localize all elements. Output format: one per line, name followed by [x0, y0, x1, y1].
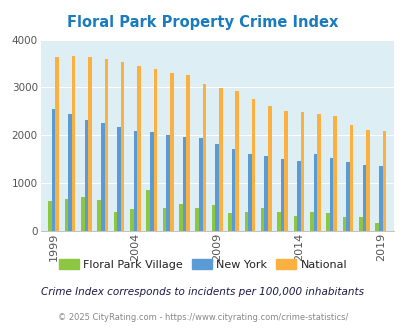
Bar: [345, 162, 349, 231]
Bar: [117, 127, 121, 231]
Bar: [280, 159, 284, 231]
Bar: [218, 88, 222, 231]
Bar: [68, 114, 72, 231]
Bar: [277, 212, 280, 231]
Text: Floral Park Property Crime Index: Floral Park Property Crime Index: [67, 15, 338, 30]
Bar: [166, 135, 170, 231]
Bar: [326, 213, 329, 231]
Bar: [244, 212, 247, 231]
Bar: [195, 208, 198, 231]
Text: © 2025 CityRating.com - https://www.cityrating.com/crime-statistics/: © 2025 CityRating.com - https://www.city…: [58, 313, 347, 322]
Bar: [104, 59, 108, 231]
Bar: [130, 209, 133, 231]
Bar: [81, 197, 84, 231]
Bar: [300, 112, 304, 231]
Bar: [362, 165, 365, 231]
Text: Crime Index corresponds to incidents per 100,000 inhabitants: Crime Index corresponds to incidents per…: [41, 287, 364, 297]
Bar: [198, 138, 202, 231]
Bar: [358, 217, 362, 231]
Bar: [48, 201, 52, 231]
Bar: [228, 213, 231, 231]
Bar: [162, 208, 166, 231]
Bar: [55, 57, 59, 231]
Bar: [153, 69, 157, 231]
Bar: [260, 208, 264, 231]
Bar: [179, 204, 182, 231]
Bar: [211, 205, 215, 231]
Bar: [251, 99, 255, 231]
Bar: [378, 166, 382, 231]
Bar: [137, 66, 141, 231]
Bar: [267, 106, 271, 231]
Bar: [247, 154, 251, 231]
Bar: [182, 137, 186, 231]
Bar: [64, 199, 68, 231]
Bar: [186, 75, 190, 231]
Bar: [349, 125, 353, 231]
Bar: [284, 111, 287, 231]
Bar: [264, 156, 267, 231]
Legend: Floral Park Village, New York, National: Floral Park Village, New York, National: [54, 255, 351, 274]
Bar: [101, 123, 104, 231]
Bar: [316, 114, 320, 231]
Bar: [329, 158, 333, 231]
Bar: [97, 200, 101, 231]
Bar: [202, 84, 206, 231]
Bar: [293, 216, 296, 231]
Bar: [374, 223, 378, 231]
Bar: [365, 130, 369, 231]
Bar: [333, 116, 336, 231]
Bar: [146, 190, 149, 231]
Bar: [170, 73, 173, 231]
Bar: [133, 130, 137, 231]
Bar: [382, 130, 385, 231]
Bar: [113, 212, 117, 231]
Bar: [215, 144, 218, 231]
Bar: [231, 149, 235, 231]
Bar: [52, 109, 55, 231]
Bar: [88, 57, 92, 231]
Bar: [149, 132, 153, 231]
Bar: [235, 91, 239, 231]
Bar: [121, 62, 124, 231]
Bar: [84, 119, 88, 231]
Bar: [309, 212, 313, 231]
Bar: [72, 56, 75, 231]
Bar: [313, 154, 316, 231]
Bar: [342, 217, 345, 231]
Bar: [296, 161, 300, 231]
